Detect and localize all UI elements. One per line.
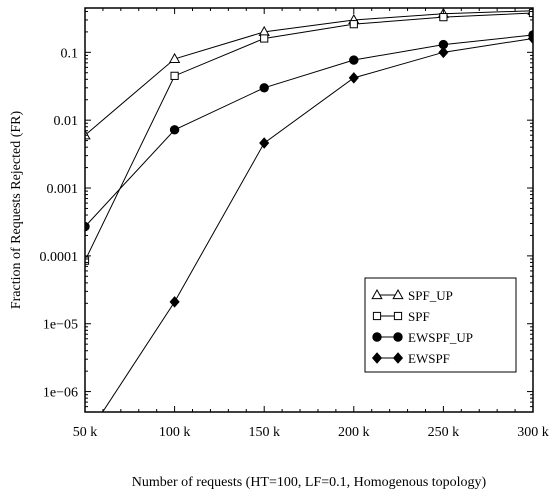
data-point-ewspf bbox=[438, 46, 449, 59]
data-point-ewspf bbox=[348, 72, 359, 84]
data-point-ewspf bbox=[169, 296, 180, 308]
tick-layer: 50 k 100 k 150 k 200 k 250 k 300 k 1e−06 1e−05 0… bbox=[40, 8, 549, 440]
data-point-spf_up bbox=[85, 129, 91, 140]
data-point-spf bbox=[260, 34, 269, 43]
series-line-spf_up bbox=[85, 10, 533, 136]
legend: SPF_UP SPF EWSPF_UP EWSPF bbox=[364, 277, 517, 373]
y-tick-label: 1e−05 bbox=[43, 318, 78, 333]
y-tick-label: 0.0001 bbox=[40, 250, 79, 265]
x-tick-label: 150 k bbox=[248, 425, 280, 440]
data-point-ewspf_up bbox=[349, 55, 359, 65]
data-point-spf bbox=[528, 8, 533, 18]
x-tick-label: 300 k bbox=[517, 425, 549, 440]
y-tick-label: 0.001 bbox=[47, 182, 79, 197]
legend-marker bbox=[372, 311, 382, 321]
series-layer bbox=[85, 8, 533, 412]
data-point-spf_up bbox=[168, 52, 181, 63]
data-point-spf bbox=[349, 20, 358, 29]
y-tick-label: 0.01 bbox=[54, 114, 79, 129]
series-line-spf bbox=[85, 12, 533, 261]
data-point-spf bbox=[439, 13, 448, 22]
legend-box bbox=[364, 277, 517, 373]
series-line-ewspf_up bbox=[85, 34, 533, 227]
y-tick-label: 1e−06 bbox=[43, 386, 78, 401]
data-point-spf bbox=[170, 71, 179, 80]
data-point-ewspf bbox=[259, 137, 270, 149]
data-point-ewspf_up bbox=[259, 83, 269, 93]
legend-marker bbox=[372, 332, 382, 342]
legend-marker bbox=[393, 311, 403, 321]
data-point-ewspf bbox=[527, 32, 533, 45]
x-tick-label: 50 k bbox=[73, 425, 98, 440]
legend-marker bbox=[392, 288, 404, 300]
legend-marker bbox=[371, 352, 383, 364]
legend-label: EWSPF bbox=[408, 351, 450, 366]
x-axis-title: Number of requests (HT=100, LF=0.1, Homo… bbox=[132, 475, 487, 490]
legend-marker bbox=[371, 288, 383, 300]
plot-frame bbox=[84, 7, 534, 413]
series-line-ewspf bbox=[102, 37, 533, 412]
y-axis-title: Fraction of Requests Rejected (FR) bbox=[9, 111, 24, 310]
x-tick-label: 100 k bbox=[159, 425, 191, 440]
legend-label: SPF bbox=[408, 309, 430, 324]
legend-label: SPF_UP bbox=[408, 288, 453, 303]
x-tick-label: 250 k bbox=[428, 425, 460, 440]
legend-marker bbox=[392, 352, 404, 364]
legend-marker bbox=[393, 332, 403, 342]
x-tick-label: 200 k bbox=[338, 425, 370, 440]
legend-label: EWSPF_UP bbox=[408, 330, 473, 345]
y-tick-label: 0.1 bbox=[61, 46, 79, 61]
data-point-ewspf_up bbox=[169, 125, 180, 135]
